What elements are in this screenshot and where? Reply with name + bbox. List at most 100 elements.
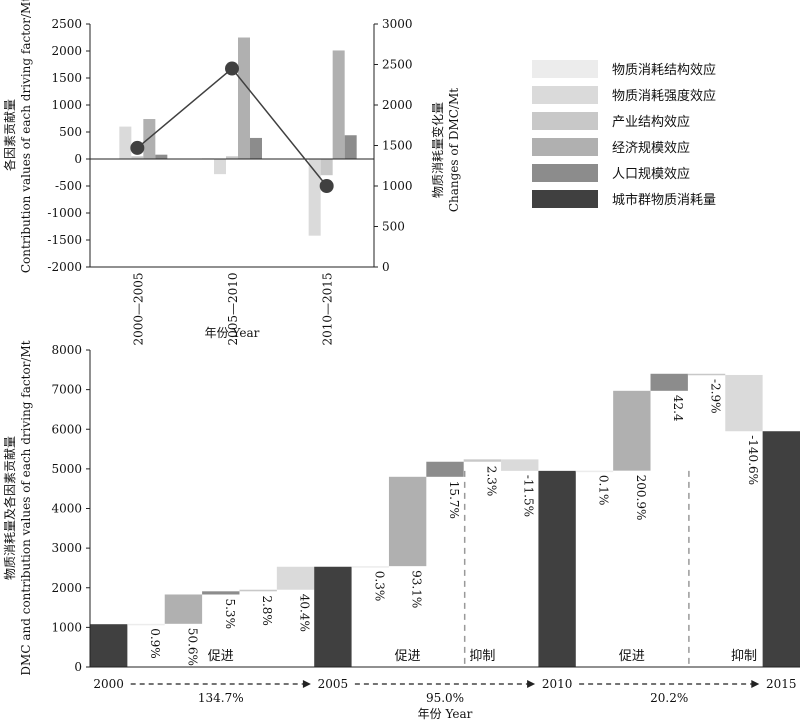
top-bar-2000-2005-s4 xyxy=(143,119,156,159)
year-label-2005: 2005 xyxy=(318,677,349,691)
bottom-tick-label: 1000 xyxy=(51,620,82,634)
effect-label-9: 2.3% xyxy=(484,466,498,497)
top-bar-2005-2010-s4 xyxy=(238,37,250,159)
year-label-2000: 2000 xyxy=(93,677,124,691)
top-bar-2005-2010-s2 xyxy=(214,159,226,175)
top-right-tick-label: 3000 xyxy=(382,17,413,31)
total-bar-2000 xyxy=(90,624,128,667)
effect-label-8: 15.7% xyxy=(447,481,461,519)
bottom-tick-label: 0 xyxy=(74,660,82,674)
bottom-year-axis: 2000 2005 2010 2015 134.7% 95.0% 20.2% xyxy=(93,677,796,705)
top-bar-2005-2010-s3 xyxy=(226,156,238,159)
top-bar-2010-2015-s5 xyxy=(344,135,357,159)
top-left-tick-label: 0 xyxy=(74,152,82,166)
top-right-tick-label: 0 xyxy=(382,260,390,274)
effect-bar-9 xyxy=(463,459,502,462)
legend-swatch-1 xyxy=(532,60,598,78)
effect-bar-5 xyxy=(276,566,315,590)
year-label-2010: 2010 xyxy=(542,677,573,691)
effect-label-7: 93.1% xyxy=(410,570,424,608)
top-category-label: 2000—2005 xyxy=(131,272,145,345)
effect-bar-10 xyxy=(501,459,539,471)
year-label-2015: 2015 xyxy=(766,677,797,691)
top-bars xyxy=(107,37,357,236)
effect-label-15: -140.6% xyxy=(746,435,760,485)
legend-label-2: 物质消耗强度效应 xyxy=(612,88,716,104)
bottom-ylabel-en: DMC and contribution values of each driv… xyxy=(19,340,33,675)
effect-bar-3 xyxy=(202,591,240,595)
effect-label-6: 0.3% xyxy=(372,571,386,602)
legend-label-5: 人口规模效应 xyxy=(612,166,690,182)
legend-label-4: 经济规模效应 xyxy=(612,140,690,156)
effect-label-3: 5.3% xyxy=(223,598,237,629)
top-left-tick-label: -1500 xyxy=(47,233,82,247)
top-line xyxy=(130,61,334,193)
total-bar-2015 xyxy=(762,431,800,667)
period-change-1: 134.7% xyxy=(198,691,244,705)
legend-label-3: 产业结构效应 xyxy=(612,114,690,130)
legend-swatch-4 xyxy=(532,138,598,156)
top-right-tick-label: 2500 xyxy=(382,58,413,72)
zone-label-5: 抑制 xyxy=(731,649,757,664)
top-dmc-point-1 xyxy=(130,140,145,155)
top-xlabel: 年份 Year xyxy=(205,326,260,340)
total-bar-2010 xyxy=(538,470,576,667)
top-dmc-point-3 xyxy=(319,179,334,193)
top-dmc-line xyxy=(136,67,328,187)
top-bar-2000-2005-s2 xyxy=(119,126,132,159)
top-right-tick-label: 1500 xyxy=(382,139,413,153)
effect-label-2: 50.6% xyxy=(185,628,199,666)
effect-label-13: 42.4 xyxy=(671,395,685,422)
top-category-label: 2005—2010 xyxy=(226,272,240,345)
legend-swatch-3 xyxy=(532,112,598,130)
top-ylabel-right-cn: 物质消耗量变化量 xyxy=(430,102,445,198)
top-left-tick-label: 500 xyxy=(59,125,82,139)
effect-bar-1 xyxy=(127,623,165,626)
top-left-tick-label: 1500 xyxy=(51,71,82,85)
bottom-tick-label: 7000 xyxy=(51,383,82,397)
bottom-xlabel: 年份 Year xyxy=(418,707,473,721)
bottom-axes: 0 1000 2000 3000 4000 5000 6000 7000 8000 xyxy=(51,343,800,674)
legend-swatch-2 xyxy=(532,86,598,104)
effect-bar-4 xyxy=(239,589,277,592)
effect-bar-15 xyxy=(725,374,763,432)
legend-label-1: 物质消耗结构效应 xyxy=(612,62,716,78)
bottom-tick-label: 2000 xyxy=(51,581,82,595)
effect-label-14: -2.9% xyxy=(709,379,723,414)
top-bar-2000-2005-s5 xyxy=(155,154,168,159)
top-bar-2000-2005-s3 xyxy=(131,156,144,159)
period-change-3: 20.2% xyxy=(650,691,688,705)
period-arrow-head-2 xyxy=(527,680,536,688)
top-right-tick-label: 2000 xyxy=(382,98,413,112)
bottom-tick-label: 4000 xyxy=(51,502,82,516)
effect-label-11: 0.1% xyxy=(596,475,610,506)
top-right-tick-label: 1000 xyxy=(382,179,413,193)
effect-label-5: 40.4% xyxy=(298,594,312,632)
top-category-label: 2010—2015 xyxy=(321,272,335,345)
top-bar-2010-2015-s3 xyxy=(320,159,333,176)
bottom-tick-label: 5000 xyxy=(51,462,82,476)
bottom-tick-label: 8000 xyxy=(51,343,82,357)
effect-bar-2 xyxy=(164,594,203,624)
period-arrow-head-3 xyxy=(751,680,760,688)
bottom-zone-labels: 促进 促进 抑制 促进 抑制 xyxy=(208,649,757,664)
effect-bar-8 xyxy=(426,461,464,477)
bottom-chart: 0.9% 50.6% 5.3% 2.8% 40.4% 0.3% 93.1% 15.7% 2.3%… xyxy=(2,340,800,721)
bottom-ylabel-cn: 物质消耗量及各因素贡献量 xyxy=(2,436,17,580)
top-ylabel-right-en: Changes of DMC/Mt xyxy=(447,88,461,212)
effect-bar-11 xyxy=(575,470,614,473)
top-legend: 物质消耗结构效应物质消耗强度效应产业结构效应经济规模效应人口规模效应城市群物质消… xyxy=(532,60,716,208)
effect-bar-7 xyxy=(388,476,427,567)
effect-label-12: 200.9% xyxy=(634,475,648,521)
top-bar-2005-2010-s5 xyxy=(250,137,262,159)
legend-label-6: 城市群物质消耗量 xyxy=(612,192,716,208)
top-chart: -2000 -1500 -1000 -500 0 500 1000 1500 2000 2500 0… xyxy=(2,0,716,346)
top-axes: -2000 -1500 -1000 -500 0 500 1000 1500 2000 2500 0… xyxy=(47,17,412,346)
legend-swatch-5 xyxy=(532,164,598,182)
effect-bar-14 xyxy=(687,373,726,376)
effect-label-10: -11.5% xyxy=(522,475,536,517)
top-bar-2010-2015-s4 xyxy=(332,50,345,159)
effect-bar-13 xyxy=(650,373,688,391)
zone-label-1: 促进 xyxy=(208,649,234,664)
